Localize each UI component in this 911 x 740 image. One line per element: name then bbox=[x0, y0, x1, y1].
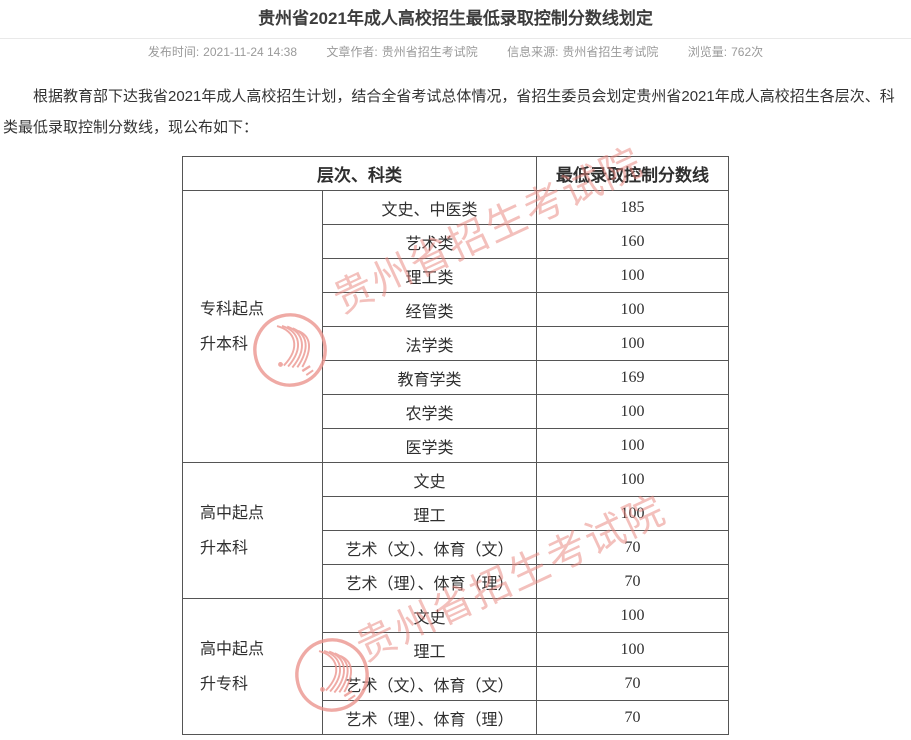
category-cell: 文史 bbox=[322, 598, 537, 633]
table-row: 高中起点 升专科 文史 100 bbox=[182, 598, 729, 735]
table-row: 农学类 100 bbox=[183, 394, 729, 429]
table-row: 高中起点 升本科 文史 100 bbox=[182, 462, 729, 599]
category-cell: 艺术（文）、体育（文） bbox=[322, 530, 537, 565]
table-row: 理工类 100 bbox=[183, 258, 729, 293]
level-line-2: 升本科 bbox=[200, 335, 249, 353]
meta-views-label: 浏览量: bbox=[687, 45, 728, 59]
category-cell: 法学类 bbox=[322, 326, 537, 361]
table-row: 艺术（文）、体育（文） 70 bbox=[183, 530, 729, 565]
level-line-2: 升本科 bbox=[200, 539, 249, 557]
table-row: 艺术类 160 bbox=[183, 224, 729, 259]
score-cell: 100 bbox=[536, 462, 729, 497]
score-cell: 70 bbox=[536, 530, 729, 565]
category-cell: 理工 bbox=[322, 632, 537, 667]
meta-author-value: 贵州省招生考试院 bbox=[381, 45, 478, 59]
score-cell: 169 bbox=[536, 360, 729, 395]
table-row: 医学类 100 bbox=[183, 428, 729, 463]
score-table: 层次、科类 最低录取控制分数线 专科起点 升本科 文史、中医类 185 艺术类 1… bbox=[182, 156, 729, 735]
category-cell: 经管类 bbox=[322, 292, 537, 327]
meta-publish-time-value: 2021-11-24 14:38 bbox=[203, 45, 298, 59]
level-line-2: 升专科 bbox=[200, 675, 249, 693]
score-cell: 70 bbox=[536, 700, 729, 735]
article-meta-bar: 发布时间: 2021-11-24 14:38 文章作者: 贵州省招生考试院 信息来源… bbox=[0, 45, 911, 60]
category-cell: 教育学类 bbox=[322, 360, 537, 395]
score-cell: 185 bbox=[536, 190, 729, 225]
table-row: 经管类 100 bbox=[183, 292, 729, 327]
intro-paragraph: 根据教育部下达我省2021年成人高校招生计划，结合全省考试总体情况，省招生委员会… bbox=[3, 88, 895, 136]
table-row: 专科起点 升本科 文史、中医类 185 bbox=[182, 190, 729, 463]
score-cell: 100 bbox=[536, 428, 729, 463]
level-cell: 高中起点 升本科 bbox=[182, 462, 323, 599]
table-row: 艺术（理）、体育（理） 70 bbox=[183, 700, 729, 735]
meta-publish-time: 发布时间: 2021-11-24 14:38 bbox=[148, 45, 297, 60]
category-cell: 文史、中医类 bbox=[322, 190, 537, 225]
score-cell: 100 bbox=[536, 394, 729, 429]
category-cell: 文史 bbox=[322, 462, 537, 497]
table-row: 理工 100 bbox=[183, 496, 729, 531]
score-cell: 70 bbox=[536, 666, 729, 701]
meta-source: 信息来源: 贵州省招生考试院 bbox=[507, 45, 658, 60]
score-cell: 100 bbox=[536, 598, 729, 633]
header-min-score: 最低录取控制分数线 bbox=[536, 156, 729, 191]
level-cell: 专科起点 升本科 bbox=[182, 190, 323, 463]
meta-source-value: 贵州省招生考试院 bbox=[562, 45, 659, 59]
score-cell: 100 bbox=[536, 326, 729, 361]
page-title: 贵州省2021年成人高校招生最低录取控制分数线划定 bbox=[258, 9, 653, 28]
score-cell: 100 bbox=[536, 292, 729, 327]
meta-author: 文章作者: 贵州省招生考试院 bbox=[326, 45, 477, 60]
score-cell: 100 bbox=[536, 496, 729, 531]
score-cell: 100 bbox=[536, 258, 729, 293]
score-cell: 100 bbox=[536, 632, 729, 667]
score-cell: 70 bbox=[536, 564, 729, 599]
category-cell: 理工 bbox=[322, 496, 537, 531]
table-row: 法学类 100 bbox=[183, 326, 729, 361]
category-cell: 艺术（文）、体育（文） bbox=[322, 666, 537, 701]
header-level-category: 层次、科类 bbox=[182, 156, 537, 191]
category-cell: 艺术（理）、体育（理） bbox=[322, 700, 537, 735]
meta-author-label: 文章作者: bbox=[326, 45, 378, 59]
category-cell: 艺术类 bbox=[322, 224, 537, 259]
level-line-1: 专科起点 bbox=[200, 300, 265, 318]
meta-publish-time-label: 发布时间: bbox=[147, 45, 200, 59]
title-divider bbox=[0, 38, 911, 39]
level-line-1: 高中起点 bbox=[200, 504, 265, 522]
meta-views: 浏览量: 762次 bbox=[688, 45, 763, 60]
table-header-row: 层次、科类 最低录取控制分数线 bbox=[182, 156, 729, 191]
table-row: 教育学类 169 bbox=[183, 360, 729, 395]
category-cell: 理工类 bbox=[322, 258, 537, 293]
category-cell: 医学类 bbox=[322, 428, 537, 463]
score-cell: 160 bbox=[536, 224, 729, 259]
category-cell: 农学类 bbox=[322, 394, 537, 429]
category-cell: 艺术（理）、体育（理） bbox=[322, 564, 537, 599]
level-line-1: 高中起点 bbox=[200, 640, 265, 658]
level-cell: 高中起点 升专科 bbox=[182, 598, 323, 735]
table-row: 理工 100 bbox=[183, 632, 729, 667]
meta-views-value: 762次 bbox=[731, 45, 764, 59]
meta-source-label: 信息来源: bbox=[507, 45, 559, 59]
table-row: 艺术（理）、体育（理） 70 bbox=[183, 564, 729, 599]
